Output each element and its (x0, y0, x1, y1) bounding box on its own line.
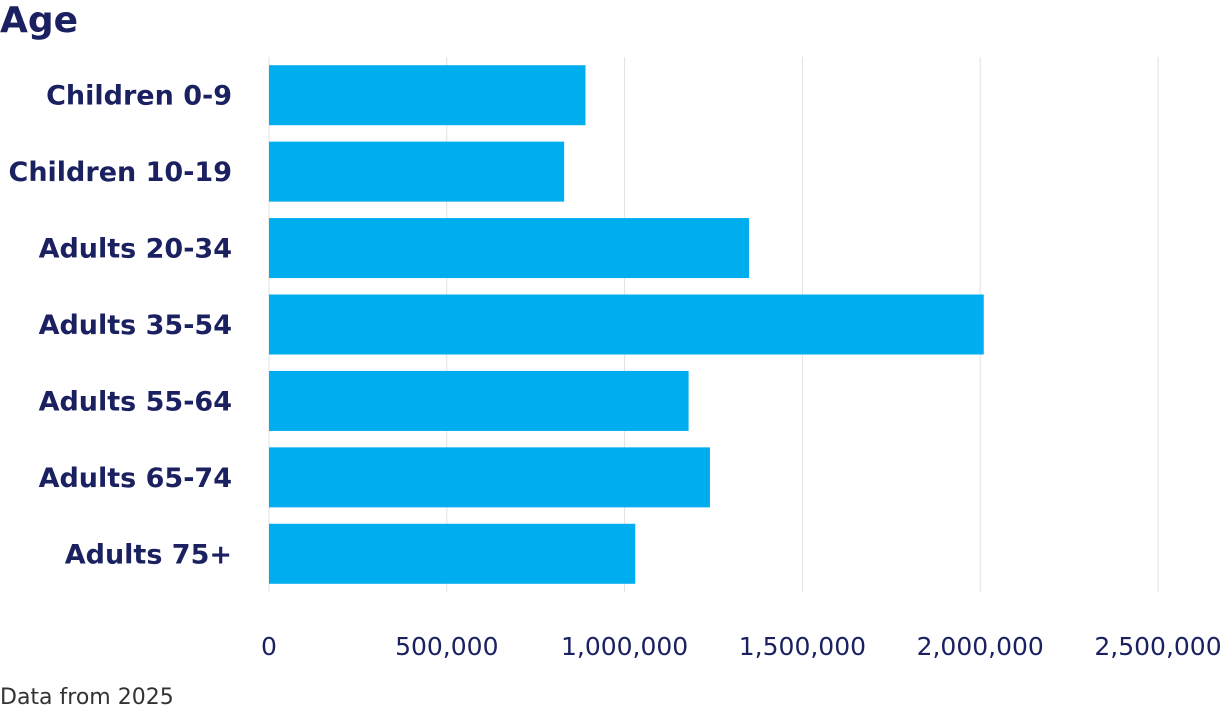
source-note: Data from 2025 (0, 685, 174, 710)
bar (269, 294, 984, 355)
bar (269, 141, 565, 202)
bar (269, 447, 710, 508)
chart-title: Age (0, 0, 78, 41)
bar (269, 218, 750, 279)
bar (269, 370, 689, 431)
x-tick-label: 1,500,000 (739, 632, 866, 661)
x-tick-label: 0 (261, 632, 277, 661)
bar (269, 523, 636, 584)
y-tick-label: Adults 20-34 (39, 234, 232, 265)
x-tick-label: 1,000,000 (561, 632, 688, 661)
y-tick-label: Children 10-19 (9, 157, 232, 188)
x-tick-label: 2,500,000 (1094, 632, 1221, 661)
y-tick-label: Children 0-9 (46, 81, 232, 112)
x-tick-label: 500,000 (395, 632, 498, 661)
bar (269, 65, 586, 126)
y-tick-label: Adults 55-64 (39, 386, 232, 417)
y-tick-label: Adults 35-54 (39, 310, 232, 341)
x-tick-label: 2,000,000 (917, 632, 1044, 661)
y-tick-label: Adults 65-74 (39, 463, 232, 494)
y-tick-label: Adults 75+ (65, 539, 232, 570)
